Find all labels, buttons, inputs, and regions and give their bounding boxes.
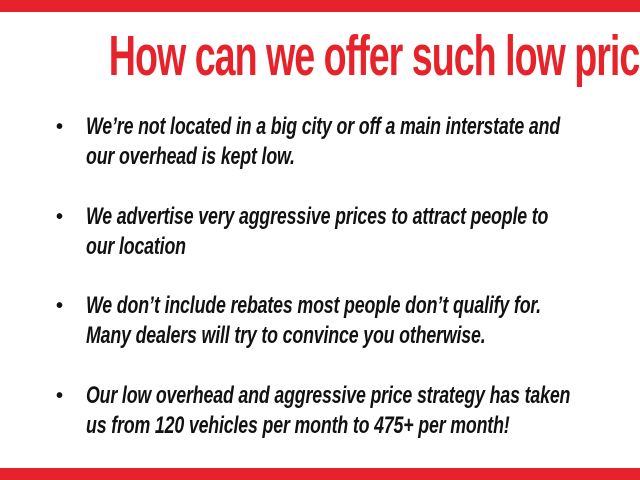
bullet-dot-icon: • xyxy=(56,116,64,138)
bullet-text-4: Our low overhead and aggressive price st… xyxy=(86,382,571,439)
bullet-text-2: We advertise very aggressive prices to a… xyxy=(86,203,549,260)
slide-title: How can we offer such low prices? xyxy=(108,24,640,88)
bullet-item-1: • We’re not located in a big city or off… xyxy=(50,112,640,172)
bullet-dot-icon: • xyxy=(56,295,64,317)
bullet-item-2: • We advertise very aggressive prices to… xyxy=(50,202,640,262)
bullet-item-4: • Our low overhead and aggressive price … xyxy=(50,381,640,441)
top-red-bar xyxy=(0,0,640,12)
bullet-dot-icon: • xyxy=(56,385,64,407)
bullet-text-1: We’re not located in a big city or off a… xyxy=(86,113,561,170)
bottom-red-bar xyxy=(0,468,640,480)
bullet-dot-icon: • xyxy=(56,206,64,228)
bullet-item-3: • We don’t include rebates most people d… xyxy=(50,291,640,351)
bullet-text-3: We don’t include rebates most people don… xyxy=(86,292,541,349)
